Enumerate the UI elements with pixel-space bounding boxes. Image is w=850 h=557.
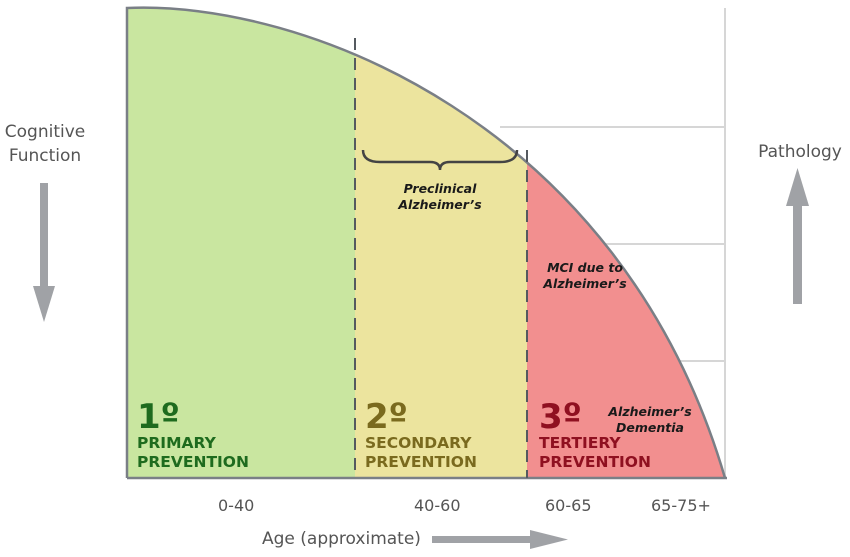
x-axis-label: Age (approximate) (262, 529, 421, 549)
label-line: TERTIERY (539, 434, 621, 452)
label-line: Cognitive (4, 122, 86, 142)
label-line: Dementia (616, 420, 684, 435)
preclinical-annotation: Preclinical Alzheimer’s (380, 181, 500, 213)
cognitive-curve (125, 6, 727, 479)
label-line: PRIMARY (137, 434, 216, 452)
secondary-prevention-label: SECONDARY PREVENTION (365, 434, 477, 472)
label-line: SECONDARY (365, 434, 472, 452)
tertiary-degree: 3º (539, 397, 582, 437)
arrow-down-icon (33, 183, 55, 322)
pathology-label: Pathology (758, 142, 842, 162)
secondary-degree: 2º (365, 397, 408, 437)
primary-degree: 1º (137, 397, 180, 437)
label-line: Alzheimer’s (608, 404, 692, 419)
x-tick: 60-65 (545, 496, 592, 515)
label-line: Preclinical (403, 181, 477, 196)
label-line: PREVENTION (539, 453, 651, 471)
x-tick: 65-75+ (651, 496, 711, 515)
mci-annotation: MCI due to Alzheimer’s (530, 260, 640, 292)
label-line: PREVENTION (137, 453, 249, 471)
primary-region (127, 7, 355, 478)
tertiary-prevention-label: TERTIERY PREVENTION (539, 434, 651, 472)
label-line: Function (8, 146, 82, 166)
cognitive-function-label: Cognitive Function (0, 120, 90, 168)
brace-icon (361, 149, 519, 171)
x-tick: 40-60 (414, 496, 461, 515)
primary-prevention-label: PRIMARY PREVENTION (137, 434, 249, 472)
label-line: MCI due to (547, 260, 623, 275)
dementia-annotation: Alzheimer’s Dementia (600, 404, 700, 436)
x-tick: 0-40 (218, 496, 255, 515)
label-line: PREVENTION (365, 453, 477, 471)
label-line: Alzheimer’s (398, 197, 482, 212)
label-line: Alzheimer’s (543, 276, 627, 291)
arrow-up-icon (786, 168, 809, 304)
arrow-right-icon (432, 530, 568, 549)
